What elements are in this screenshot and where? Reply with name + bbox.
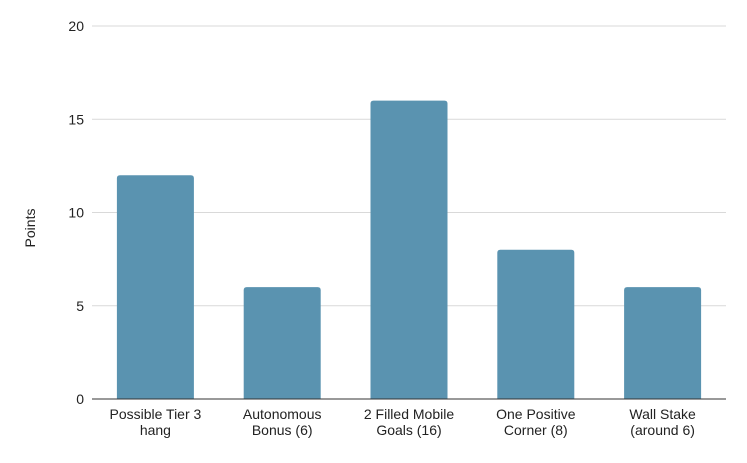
y-tick-label: 15 xyxy=(68,111,84,127)
bars xyxy=(116,100,702,399)
x-tick-label-line: hang xyxy=(140,422,171,438)
x-tick-labels: Possible Tier 3 hang Autonomous Bonus (6) 2 … xyxy=(109,406,696,438)
x-tick-label-line: Wall Stake xyxy=(629,406,696,422)
bar xyxy=(243,287,321,399)
x-tick-label: 2 Filled Mobile Goals (16) xyxy=(364,406,454,438)
y-tick-labels: 0 5 10 15 20 xyxy=(68,18,84,407)
bar xyxy=(497,249,575,399)
bar xyxy=(624,287,702,399)
x-tick-label-line: Bonus (6) xyxy=(252,422,313,438)
x-tick-label: Wall Stake (around 6) xyxy=(629,406,696,438)
x-tick-label-line: Corner (8) xyxy=(504,422,568,438)
bar xyxy=(116,175,194,399)
y-tick-label: 20 xyxy=(68,18,84,34)
x-tick-label: One Positive Corner (8) xyxy=(496,406,576,438)
x-tick-label-line: Possible Tier 3 xyxy=(109,406,201,422)
x-tick-label: Possible Tier 3 hang xyxy=(109,406,201,438)
x-tick-label-line: (around 6) xyxy=(630,422,695,438)
x-tick-label-line: 2 Filled Mobile xyxy=(364,406,454,422)
x-tick-label: Autonomous Bonus (6) xyxy=(243,406,322,438)
x-tick-label-line: One Positive xyxy=(496,406,576,422)
x-tick-label-line: Autonomous xyxy=(243,406,322,422)
x-tick-label-line: Goals (16) xyxy=(376,422,441,438)
y-tick-label: 5 xyxy=(76,298,84,314)
bar xyxy=(370,100,448,399)
y-tick-label: 10 xyxy=(68,205,84,221)
y-tick-label: 0 xyxy=(76,391,84,407)
y-axis-label: Points xyxy=(22,209,38,248)
